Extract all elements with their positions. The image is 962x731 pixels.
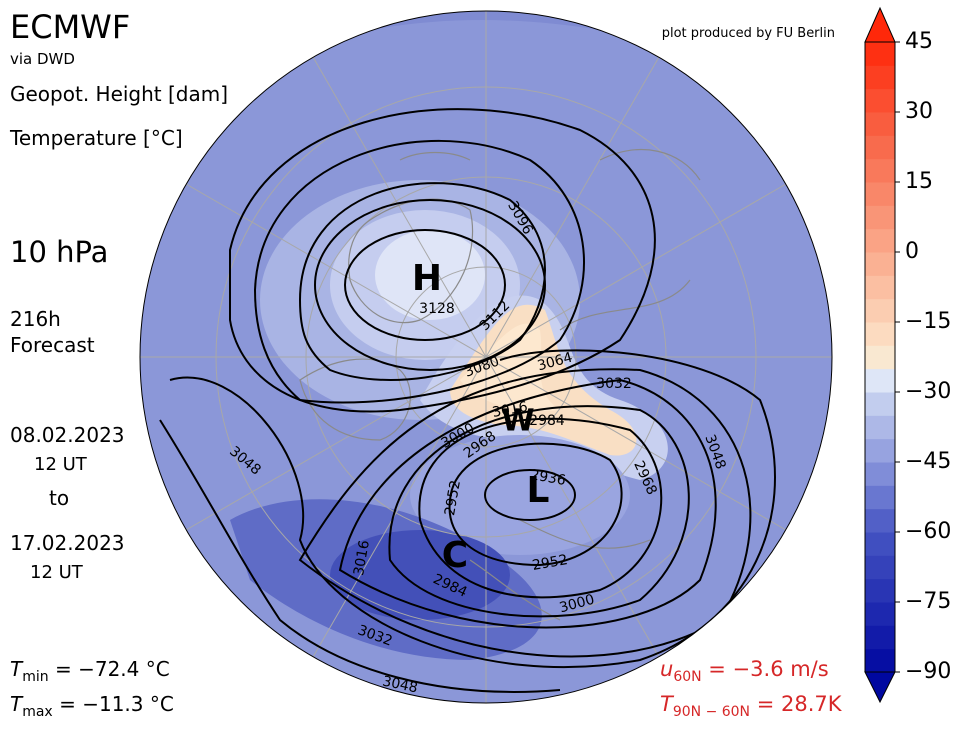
- colorbar-tick-label: −60: [905, 519, 951, 544]
- contour-label: 2984: [529, 413, 565, 429]
- field-label: Temperature [°C]: [9, 126, 183, 150]
- colorbar-band: [865, 438, 895, 463]
- contour: [169, 349, 776, 668]
- colorbar-band: [865, 275, 895, 300]
- colorbar-tick-label: 30: [905, 99, 933, 124]
- colorbar-tick-label: 45: [905, 29, 933, 54]
- colorbar-band: [865, 345, 895, 370]
- contour-label: 3016: [491, 399, 529, 421]
- colorbar-band: [865, 158, 895, 183]
- colorbar-band: [865, 88, 895, 113]
- colorbar-frame: [864, 41, 896, 673]
- colorbar-band: [865, 42, 895, 66]
- colorbar-extend-min: [864, 671, 896, 704]
- colorbar-band: [865, 298, 895, 323]
- colorbar-band: [865, 112, 895, 136]
- cold-marker: C: [442, 535, 468, 576]
- colorbar-tick-label: 15: [905, 169, 933, 194]
- contour: [418, 417, 663, 599]
- forecast-hours: 216h: [10, 307, 61, 331]
- colorbar-tick-label: −75: [905, 589, 951, 614]
- contour: [338, 378, 717, 629]
- tmin: Tmin = −72.4 °C: [10, 657, 170, 685]
- colorbar-band: [865, 228, 895, 253]
- colorbar: 45 30 15 0 −15 −30 −45 −60 −75 −90: [864, 6, 951, 704]
- colorbar-band: [865, 648, 895, 673]
- high-marker: H: [412, 258, 442, 299]
- colorbar-band: [865, 555, 895, 580]
- colorbar-band: [865, 532, 895, 556]
- contour: [298, 368, 752, 658]
- low-marker: L: [527, 470, 550, 511]
- colorbar-band: [865, 415, 895, 440]
- contour: [314, 199, 546, 371]
- colorbar-band: [865, 508, 895, 533]
- start-time: 12 UT: [34, 454, 88, 475]
- colorbar-tick-label: −90: [905, 659, 951, 684]
- colorbar-band: [865, 485, 895, 510]
- contour: [159, 419, 561, 693]
- contour: [388, 405, 690, 618]
- title: ECMWF: [10, 8, 130, 46]
- colorbar-band: [865, 205, 895, 230]
- u60n: u60N = −3.6 m/s: [660, 657, 829, 685]
- colorbar-tick-label: −30: [905, 379, 951, 404]
- end-date: 17.02.2023: [10, 531, 125, 555]
- contour-label: 2952: [531, 552, 569, 574]
- contour-label: 3016: [351, 539, 373, 577]
- colorbar-tick-label: −45: [905, 449, 951, 474]
- meridian: [312, 56, 660, 658]
- colorbar-band: [865, 182, 895, 206]
- colorbar-tick-label: 0: [905, 239, 919, 264]
- end-time: 12 UT: [30, 562, 84, 583]
- contour-label: 2936: [529, 467, 567, 489]
- colorbar-tick-label: −15: [905, 309, 951, 334]
- contour: [253, 140, 585, 404]
- source: via DWD: [10, 50, 75, 68]
- colorbar-band: [865, 252, 895, 276]
- colorbar-band: [865, 368, 895, 393]
- temperature-field: [375, 230, 485, 320]
- colorbar-band: [865, 625, 895, 650]
- start-date: 08.02.2023: [10, 423, 125, 447]
- colorbar-band: [865, 135, 895, 160]
- credit: plot produced by FU Berlin: [662, 26, 835, 41]
- to-label: to: [49, 486, 69, 510]
- map-boundary: [139, 10, 833, 704]
- map: [140, 11, 832, 703]
- contour: [448, 442, 623, 567]
- contour-label: 3048: [381, 673, 419, 696]
- colorbar-band: [865, 602, 895, 626]
- level: 10 hPa: [10, 235, 108, 269]
- colorbar-band: [865, 322, 895, 346]
- contour-label: 2952: [442, 479, 464, 517]
- tmax: Tmax = −11.3 °C: [10, 692, 174, 720]
- contour: [229, 108, 656, 413]
- colorbar-band: [865, 462, 895, 486]
- contour-label: 3032: [596, 376, 632, 392]
- colorbar-band: [865, 392, 895, 416]
- t90n: T90N − 60N = 28.7K: [660, 692, 843, 720]
- colorbar-band: [865, 65, 895, 90]
- contour: [298, 182, 546, 381]
- height-contours: [159, 108, 776, 693]
- contour-label: 3128: [419, 301, 455, 317]
- forecast-label: Forecast: [10, 333, 95, 357]
- contour: [484, 469, 576, 521]
- colorbar-band: [865, 578, 895, 603]
- contour: [344, 229, 506, 341]
- temperature-field: [330, 530, 510, 620]
- colorbar-extend-max: [864, 6, 896, 43]
- warm-marker: W: [501, 404, 534, 439]
- field-label: Geopot. Height [dam]: [10, 82, 228, 106]
- temperature-field: [410, 435, 630, 555]
